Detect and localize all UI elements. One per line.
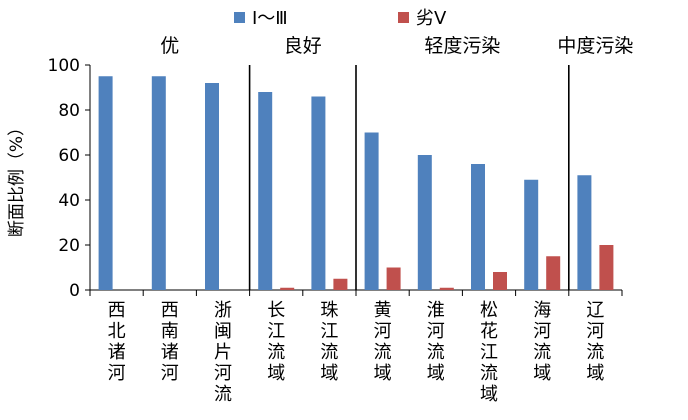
bar-grade-v-worse: [280, 287, 295, 290]
bar-grade-i-iii: [151, 76, 166, 290]
bar-grade-i-iii: [98, 76, 113, 290]
bar-grade-i-iii: [577, 175, 592, 290]
legend: Ⅰ～Ⅲ 劣Ⅴ: [234, 8, 447, 29]
group-label: 良好: [284, 35, 322, 57]
category-label: 辽河流域: [586, 300, 604, 384]
category-label: 松花江流域: [480, 300, 498, 405]
legend-swatch: [398, 12, 409, 23]
category-label: 浙闽片河流: [214, 300, 232, 405]
y-axis-title-group: 断面比例（%）: [7, 119, 27, 237]
legend-label: Ⅰ～Ⅲ: [252, 8, 288, 29]
bar-grade-v-worse: [386, 267, 401, 290]
y-tick-label: 40: [58, 191, 80, 211]
legend-swatch: [234, 12, 245, 23]
bar-grade-i-iii: [205, 83, 219, 290]
bar-grade-i-iii: [524, 179, 539, 290]
y-axis-title: 断面比例（%）: [7, 119, 27, 237]
category-label: 黄河流域: [374, 300, 392, 384]
category-label: 长江流域: [267, 300, 285, 384]
axes: 0 20 40 60 80 100: [48, 56, 623, 301]
category-label: 西南诸河: [161, 300, 179, 384]
category-label: 海河流域: [533, 300, 551, 384]
category-label: 珠江流域: [320, 300, 338, 384]
category-label: 淮河流域: [427, 300, 445, 384]
bar-grade-v-worse: [439, 287, 454, 290]
bar-grade-i-iii: [471, 164, 485, 290]
group-labels: 优 良好 轻度污染 中度污染: [160, 35, 633, 57]
y-tick-label: 100: [48, 56, 80, 76]
category-labels: 西北诸河 西南诸河 浙闽片河流 长江流域 珠江流域 黄河流域 淮河流域 松花江流域 海河流域 辽河…: [108, 300, 605, 405]
y-tick-label: 20: [58, 236, 80, 256]
y-tick-label: 80: [58, 101, 80, 121]
group-label: 中度污染: [557, 35, 633, 57]
bar-grade-i-iii: [364, 132, 379, 290]
bar-grade-v-worse: [546, 256, 561, 290]
group-label: 优: [160, 35, 179, 57]
y-tick-label: 0: [69, 281, 80, 301]
bar-grade-v-worse: [333, 278, 348, 290]
bar-grade-i-iii: [417, 155, 432, 290]
group-label: 轻度污染: [424, 35, 500, 57]
bar-grade-i-iii: [258, 92, 273, 290]
bar-grade-v-worse: [599, 245, 614, 290]
bars: [98, 76, 614, 290]
y-tick-label: 60: [58, 146, 80, 166]
group-dividers: [248, 65, 570, 290]
bar-grade-v-worse: [493, 272, 507, 290]
bar-grade-i-iii: [311, 96, 326, 290]
category-label: 西北诸河: [108, 300, 126, 384]
legend-label: 劣Ⅴ: [416, 8, 447, 29]
